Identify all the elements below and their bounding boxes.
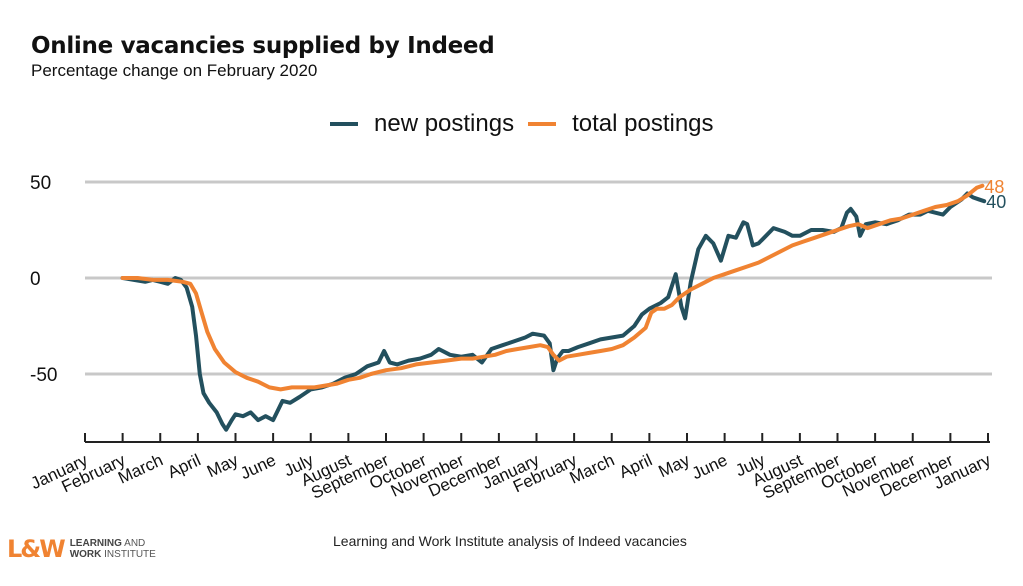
- x-tick-label: May: [204, 450, 242, 481]
- y-tick-label: 0: [30, 269, 41, 290]
- y-tick-label: 50: [30, 173, 51, 194]
- y-axis-ticks: 50 0 -50: [30, 173, 57, 386]
- end-label-new-postings: 40: [986, 192, 1006, 212]
- source-caption: Learning and Work Institute analysis of …: [333, 533, 687, 549]
- logo-line2-bold: WORK: [69, 549, 102, 560]
- logo-line2-rest: INSTITUTE: [101, 549, 156, 560]
- series-line-new-postings: [120, 191, 987, 432]
- y-tick-label: -50: [30, 365, 57, 386]
- series-line-total-postings: [120, 183, 985, 392]
- legend-item-new-postings: new postings: [330, 110, 514, 138]
- x-tick-label: June: [237, 450, 278, 483]
- legend: new postings total postings: [330, 110, 728, 138]
- learning-and-work-institute-logo: L&W LEARNING AND WORK INSTITUTE: [7, 535, 156, 563]
- logo-wordmark: LEARNING AND WORK INSTITUTE: [70, 538, 156, 560]
- end-label-total-postings: 48: [984, 177, 1004, 197]
- series-lines: [120, 183, 987, 432]
- legend-swatch-new-postings: [330, 122, 358, 126]
- legend-label-new-postings: new postings: [374, 110, 515, 137]
- legend-swatch-total-postings: [528, 122, 557, 126]
- x-tick-label: April: [616, 450, 655, 482]
- legend-item-total-postings: total postings: [528, 110, 714, 138]
- x-tick-label: May: [656, 450, 694, 481]
- logo-line1-rest: AND: [121, 538, 146, 549]
- chart-title: Online vacancies supplied by Indeed: [31, 33, 495, 59]
- legend-label-total-postings: total postings: [572, 110, 714, 137]
- logo-mark: L&W: [7, 535, 66, 563]
- x-tick-label: June: [689, 450, 730, 483]
- chart-subtitle: Percentage change on February 2020: [31, 61, 318, 80]
- logo-line1-bold: LEARNING: [69, 538, 122, 549]
- x-tick-label: April: [165, 450, 204, 482]
